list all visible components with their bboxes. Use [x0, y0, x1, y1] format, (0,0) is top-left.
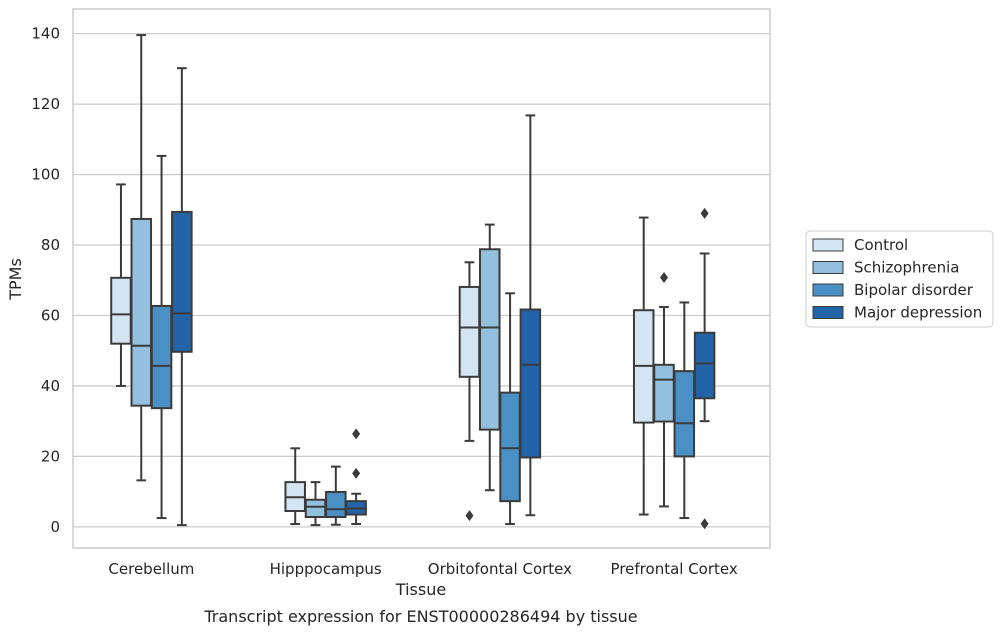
y-tick-label: 120 — [31, 95, 60, 113]
box — [673, 370, 696, 458]
box — [171, 210, 193, 353]
y-axis-ticks: 0 20 40 60 80 100 120 140 — [31, 25, 60, 536]
box — [519, 308, 542, 459]
legend: Control Schizophrenia Bipolar disorder Majo… — [805, 230, 994, 328]
legend-label: Control — [854, 236, 908, 254]
y-tick-label: 60 — [41, 306, 60, 324]
legend-label: Schizophrenia — [854, 259, 959, 277]
legend-swatch — [812, 306, 844, 319]
legend-swatch — [812, 238, 844, 252]
y-tick-label: 40 — [41, 377, 60, 395]
box — [693, 331, 716, 400]
y-axis-title: TPMs — [6, 258, 25, 301]
box-plot-marks — [110, 34, 716, 530]
y-tick-label: 100 — [31, 166, 60, 184]
box — [130, 217, 153, 407]
y-tick-label: 80 — [41, 236, 60, 254]
box — [110, 276, 132, 345]
outlier-point — [465, 510, 474, 522]
x-tick-label: Cerebellum — [108, 560, 194, 578]
box — [653, 363, 675, 423]
x-tick-label: Orbitofontal Cortex — [428, 560, 572, 578]
y-tick-label: 20 — [41, 447, 60, 465]
legend-swatch — [812, 283, 844, 297]
outlier-point — [700, 207, 709, 219]
chart-caption: Transcript expression for ENST0000028649… — [203, 607, 637, 626]
legend-swatch — [812, 261, 844, 274]
legend-label: Major depression — [854, 304, 982, 322]
box — [325, 490, 347, 518]
legend-frame — [805, 230, 994, 328]
x-tick-label: Hipppocampus — [270, 560, 382, 578]
box — [150, 304, 173, 410]
outlier-point — [352, 428, 361, 440]
outlier-point — [352, 467, 361, 479]
legend-label: Bipolar disorder — [854, 281, 974, 299]
x-axis-title: Tissue — [395, 580, 446, 599]
y-tick-label: 0 — [50, 518, 60, 536]
box — [479, 248, 501, 431]
y-tick-label: 140 — [31, 25, 60, 43]
plot-frame — [72, 8, 771, 549]
outlier-point — [660, 271, 669, 283]
box — [499, 391, 521, 503]
box — [304, 498, 327, 518]
x-tick-label: Prefrontal Cortex — [611, 560, 738, 578]
box — [458, 285, 481, 378]
x-axis-ticks: Cerebellum Hipppocampus Orbitofontal Corte… — [108, 560, 737, 578]
outlier-point — [700, 518, 709, 530]
